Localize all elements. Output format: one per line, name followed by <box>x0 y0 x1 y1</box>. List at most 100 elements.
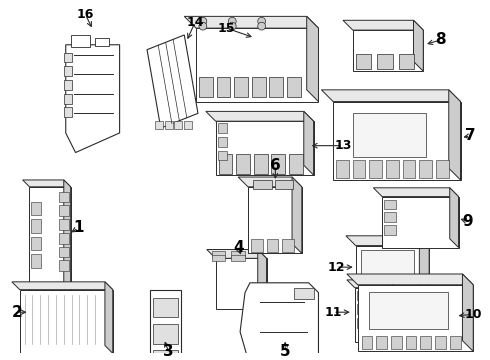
Text: 3: 3 <box>163 344 174 359</box>
Polygon shape <box>275 180 293 189</box>
Polygon shape <box>64 66 72 76</box>
Polygon shape <box>59 247 69 257</box>
Circle shape <box>258 22 266 30</box>
Polygon shape <box>307 16 318 102</box>
Polygon shape <box>31 219 41 233</box>
Polygon shape <box>238 177 302 187</box>
Text: 9: 9 <box>462 213 473 229</box>
Polygon shape <box>251 239 263 252</box>
Polygon shape <box>403 160 416 178</box>
Polygon shape <box>353 160 366 178</box>
Polygon shape <box>212 255 225 261</box>
Polygon shape <box>258 249 267 309</box>
Polygon shape <box>414 20 423 71</box>
Polygon shape <box>282 239 294 252</box>
Polygon shape <box>59 206 69 216</box>
Polygon shape <box>361 251 415 280</box>
Polygon shape <box>23 180 71 187</box>
Polygon shape <box>20 290 113 354</box>
Polygon shape <box>31 202 41 215</box>
Polygon shape <box>399 54 415 69</box>
Polygon shape <box>236 154 250 174</box>
Polygon shape <box>362 336 372 350</box>
Polygon shape <box>377 54 393 69</box>
Polygon shape <box>153 324 178 343</box>
Polygon shape <box>321 90 461 102</box>
Polygon shape <box>253 180 272 189</box>
Polygon shape <box>71 35 90 47</box>
Polygon shape <box>150 290 181 360</box>
Polygon shape <box>382 197 459 248</box>
Polygon shape <box>271 154 285 174</box>
Polygon shape <box>218 137 227 147</box>
Polygon shape <box>212 252 225 257</box>
Polygon shape <box>384 225 396 235</box>
Polygon shape <box>347 280 396 288</box>
Polygon shape <box>388 280 396 342</box>
Text: 7: 7 <box>465 129 476 143</box>
Polygon shape <box>292 177 302 253</box>
Circle shape <box>228 17 236 25</box>
Polygon shape <box>153 350 178 360</box>
Text: 6: 6 <box>270 158 281 173</box>
Circle shape <box>228 22 236 30</box>
Polygon shape <box>357 304 368 314</box>
Polygon shape <box>356 54 371 69</box>
Polygon shape <box>231 252 245 257</box>
Text: 4: 4 <box>233 240 244 255</box>
Polygon shape <box>386 160 399 178</box>
Polygon shape <box>64 80 72 90</box>
Polygon shape <box>184 121 192 129</box>
Polygon shape <box>267 239 278 252</box>
Polygon shape <box>217 77 230 97</box>
Polygon shape <box>373 188 459 197</box>
Polygon shape <box>31 237 41 251</box>
Polygon shape <box>206 111 314 121</box>
Polygon shape <box>231 255 245 261</box>
Polygon shape <box>59 260 69 271</box>
Polygon shape <box>147 35 198 128</box>
Polygon shape <box>207 249 267 258</box>
Polygon shape <box>369 292 448 329</box>
Polygon shape <box>347 274 473 285</box>
Text: 11: 11 <box>324 306 342 319</box>
Polygon shape <box>59 233 69 244</box>
Polygon shape <box>419 160 432 178</box>
Polygon shape <box>29 187 71 290</box>
Polygon shape <box>450 336 461 350</box>
Polygon shape <box>184 16 318 28</box>
Polygon shape <box>435 336 446 350</box>
Polygon shape <box>346 236 429 246</box>
Polygon shape <box>234 77 248 97</box>
Polygon shape <box>294 288 314 300</box>
Circle shape <box>258 17 266 25</box>
Polygon shape <box>64 180 71 290</box>
Polygon shape <box>420 336 431 350</box>
Polygon shape <box>252 77 266 97</box>
Polygon shape <box>384 212 396 222</box>
Text: 16: 16 <box>76 8 94 21</box>
Polygon shape <box>384 199 396 210</box>
Polygon shape <box>240 283 318 360</box>
Polygon shape <box>165 121 172 129</box>
Text: 12: 12 <box>327 261 345 274</box>
Polygon shape <box>105 282 113 354</box>
Polygon shape <box>353 30 423 71</box>
Polygon shape <box>64 108 72 117</box>
Polygon shape <box>248 187 302 253</box>
Polygon shape <box>64 94 72 104</box>
Polygon shape <box>219 154 232 174</box>
Polygon shape <box>369 160 382 178</box>
Polygon shape <box>218 123 227 133</box>
Polygon shape <box>353 113 426 157</box>
Polygon shape <box>66 45 120 153</box>
Polygon shape <box>216 258 267 309</box>
Polygon shape <box>218 150 227 160</box>
Circle shape <box>199 17 207 25</box>
Polygon shape <box>376 336 387 350</box>
Polygon shape <box>355 288 396 342</box>
Polygon shape <box>196 28 318 102</box>
Text: 13: 13 <box>334 139 352 152</box>
Text: 8: 8 <box>436 32 446 48</box>
Polygon shape <box>357 318 368 328</box>
